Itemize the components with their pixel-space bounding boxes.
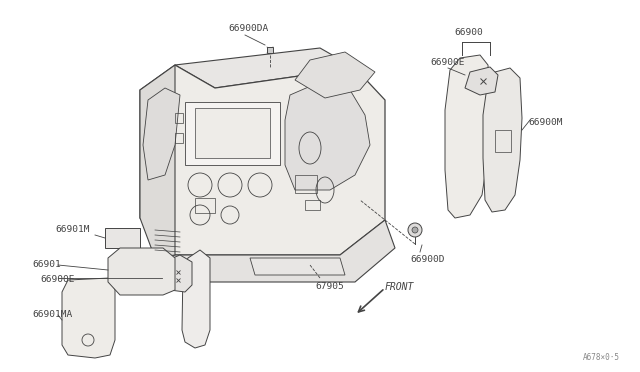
Polygon shape bbox=[295, 52, 375, 98]
Polygon shape bbox=[195, 108, 270, 158]
Circle shape bbox=[408, 223, 422, 237]
Bar bbox=[195, 198, 215, 213]
Text: 66900M: 66900M bbox=[528, 118, 563, 127]
Polygon shape bbox=[108, 248, 175, 295]
Text: 66900E: 66900E bbox=[40, 275, 74, 284]
Bar bbox=[495, 130, 511, 152]
Polygon shape bbox=[483, 68, 522, 212]
Polygon shape bbox=[140, 65, 385, 255]
Polygon shape bbox=[155, 220, 395, 282]
Text: A678×0·5: A678×0·5 bbox=[583, 353, 620, 362]
Polygon shape bbox=[105, 228, 140, 248]
Polygon shape bbox=[445, 55, 490, 218]
Bar bbox=[175, 113, 183, 123]
Bar bbox=[305, 200, 320, 210]
Text: 66900E: 66900E bbox=[430, 58, 465, 67]
Text: FRONT: FRONT bbox=[385, 282, 414, 292]
Circle shape bbox=[412, 227, 418, 233]
Text: 66900DA: 66900DA bbox=[228, 24, 268, 33]
Polygon shape bbox=[185, 102, 280, 165]
Polygon shape bbox=[250, 258, 345, 275]
Text: 66901: 66901 bbox=[32, 260, 61, 269]
Polygon shape bbox=[140, 65, 175, 258]
Polygon shape bbox=[62, 278, 115, 358]
Polygon shape bbox=[143, 88, 180, 180]
Text: 67905: 67905 bbox=[315, 282, 344, 291]
Polygon shape bbox=[465, 67, 498, 95]
Text: 66900D: 66900D bbox=[410, 255, 445, 264]
Text: 66901MA: 66901MA bbox=[32, 310, 72, 319]
Polygon shape bbox=[175, 48, 355, 88]
Polygon shape bbox=[182, 250, 210, 348]
Text: 66900: 66900 bbox=[454, 28, 483, 37]
Polygon shape bbox=[160, 255, 192, 292]
Text: 66901M: 66901M bbox=[55, 225, 90, 234]
Bar bbox=[175, 133, 183, 143]
Polygon shape bbox=[285, 82, 370, 190]
Bar bbox=[295, 175, 317, 193]
